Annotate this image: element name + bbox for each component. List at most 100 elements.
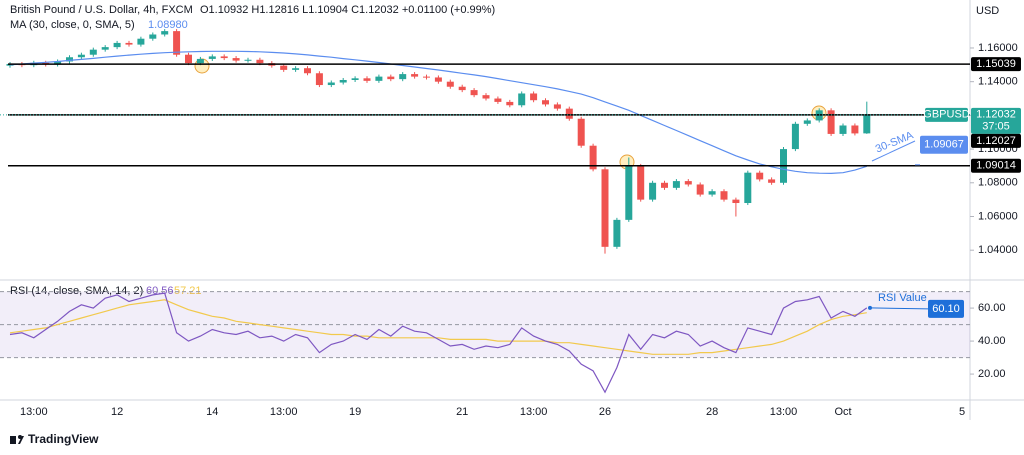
branding: TradingView (28, 432, 99, 446)
candle-body (54, 61, 62, 65)
rsi-title: RSI (14, close, SMA, 14, 2) (10, 285, 143, 297)
candle-body (756, 172, 764, 180)
rsi-value-text: 60.56 (146, 285, 174, 297)
level-label: 1.09014 (976, 160, 1016, 172)
y-tick-label: 1.16000 (978, 42, 1018, 54)
ma-value-label: 1.09067 (924, 139, 964, 151)
candle-body (851, 125, 859, 134)
candle-body (161, 31, 169, 35)
rsi-value-label-box (928, 299, 964, 318)
candle-body (137, 38, 145, 45)
candle-body (542, 100, 549, 105)
candle-body (256, 59, 264, 64)
candle-body (577, 118, 585, 146)
candle-body (280, 65, 288, 70)
candle-body (423, 76, 430, 78)
candle-body (791, 123, 799, 150)
candle-body (173, 31, 181, 55)
ohlc-text: O1.10932 H1.12816 L1.10904 C1.12032 +0.0… (200, 4, 495, 16)
x-tick-label: 12 (111, 406, 123, 418)
rsi-value-label: 60.10 (932, 303, 960, 315)
ma-value-label-box (920, 135, 968, 154)
candle-body (411, 74, 419, 77)
candle-body (482, 95, 490, 99)
candle-body (339, 79, 347, 83)
x-tick-label: 5 (959, 406, 965, 418)
candle-body (208, 56, 216, 59)
level-label: 1.12027 (976, 135, 1016, 147)
candle-body (803, 120, 811, 124)
candle-body (327, 82, 335, 86)
candle-body (113, 42, 121, 48)
candle-body (732, 199, 740, 204)
axis-unit: USD (976, 5, 999, 17)
ma-title: MA (30, close, 0, SMA, 5) (10, 19, 135, 31)
candle-body (494, 98, 502, 102)
rsi-line (9, 299, 867, 355)
candle-body (696, 184, 704, 195)
candle-body (387, 76, 395, 80)
rsi-line (9, 292, 868, 394)
y-tick-label: 1.14000 (978, 76, 1018, 88)
last-price-name-box (925, 107, 968, 122)
candle-body (292, 68, 300, 70)
candle-body (649, 182, 657, 200)
logo: TradingView (10, 432, 99, 446)
candle-body (506, 101, 514, 106)
candle-body (77, 54, 85, 58)
candle-body (589, 145, 597, 170)
x-tick-label: 13:00 (270, 406, 298, 418)
x-tick-label: 26 (599, 406, 611, 418)
candle-body (708, 191, 716, 195)
candle-body (351, 78, 359, 80)
candle-body (768, 179, 776, 183)
candle-body (637, 165, 645, 200)
candle-body (244, 59, 252, 61)
candle-body (89, 49, 97, 55)
last-price-countdown: 37:05 (982, 121, 1010, 133)
candle-body (304, 68, 311, 74)
last-price-box (971, 107, 1021, 134)
x-tick-label: 13:00 (770, 406, 798, 418)
rsi-ma-text: 57.21 (174, 285, 202, 297)
candle-body (684, 181, 692, 185)
chart-title: British Pound / U.S. Dollar, 4h, FXCM (10, 4, 193, 16)
last-price-label: 1.12032 (976, 109, 1016, 121)
candle-body (220, 56, 228, 59)
rsi-callout (869, 307, 929, 310)
x-tick-label: 21 (456, 406, 468, 418)
candle-body (601, 169, 609, 247)
candle-body (744, 172, 752, 204)
candle-body (196, 58, 204, 64)
candle-body (530, 93, 538, 101)
candle-body (446, 81, 454, 87)
candle-body (863, 114, 871, 134)
ma-annotation: 30-SMA (874, 129, 916, 155)
candle-body (66, 57, 73, 62)
candle-body (315, 73, 323, 86)
candle-body (613, 219, 621, 247)
ma-callout (871, 140, 916, 162)
level-label-box (971, 57, 1021, 72)
x-tick-label: 19 (349, 406, 361, 418)
level-label-box (971, 133, 1021, 148)
candle-body (232, 58, 240, 61)
y-tick-label: 40.00 (978, 335, 1006, 347)
y-tick-label: 1.04000 (978, 244, 1018, 256)
x-tick-label: Oct (834, 406, 851, 418)
y-tick-label: 60.00 (978, 302, 1006, 314)
rsi-annotation: RSI Value (878, 292, 927, 304)
candle-body (363, 78, 371, 81)
candle-body (827, 110, 835, 134)
candle-body (125, 42, 133, 45)
x-tick-label: 28 (706, 406, 718, 418)
candle-body (101, 47, 109, 50)
candle-body (470, 90, 478, 96)
x-tick-label: 13:00 (520, 406, 548, 418)
last-price-name: GBPUSD (923, 109, 970, 121)
candle-body (375, 76, 383, 81)
candle-body (839, 125, 847, 134)
y-tick-label: 20.00 (978, 368, 1006, 380)
